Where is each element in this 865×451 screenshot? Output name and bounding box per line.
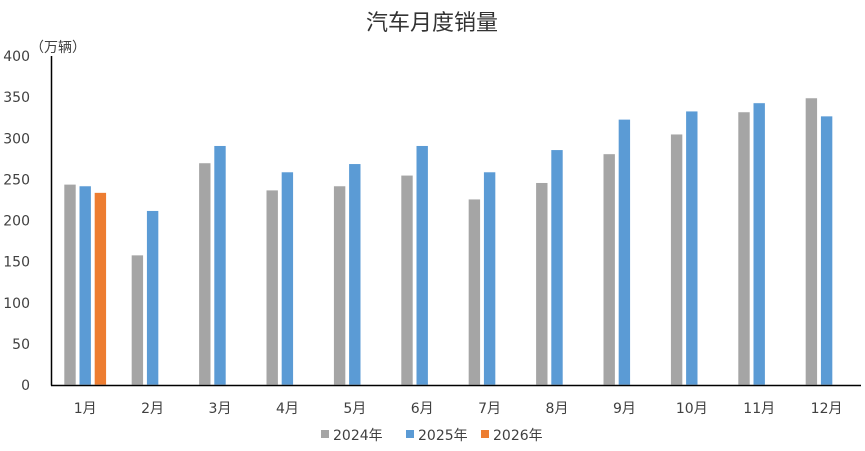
bar-2025年-5月 [348, 163, 362, 386]
y-tick-label: 0 [21, 378, 30, 394]
y-tick-label: 300 [3, 131, 30, 147]
chart-title: 汽车月度销量 [366, 11, 498, 36]
bar-2024年-5月 [333, 185, 346, 386]
bar-2025年-7月 [483, 171, 496, 386]
y-tick-label: 250 [3, 172, 30, 188]
x-tick-label: 3月 [209, 401, 232, 417]
legend-item: 2026年 [481, 428, 543, 444]
bar-2025年-12月 [820, 115, 833, 386]
x-tick-label: 9月 [613, 401, 636, 417]
x-tick-label: 4月 [276, 401, 299, 417]
y-axis-unit-label: （万辆） [30, 40, 86, 56]
bar-2024年-11月 [737, 111, 751, 386]
y-tick-label: 150 [3, 255, 30, 271]
x-tick-label: 8月 [546, 401, 569, 417]
bar-2025年-9月 [618, 119, 631, 386]
x-tick-label: 7月 [478, 401, 501, 417]
bar-2025年-6月 [415, 145, 429, 386]
bar-2024年-4月 [265, 189, 279, 386]
y-tick-label: 50 [12, 337, 30, 353]
legend-swatch [481, 430, 489, 438]
legend-label: 2026年 [493, 428, 543, 444]
bar-2025年-3月 [213, 145, 227, 386]
x-tick-label: 2月 [141, 401, 164, 417]
y-tick-label: 200 [3, 214, 30, 230]
bar-2025年-4月 [281, 171, 294, 386]
bar-2025年-2月 [146, 210, 159, 386]
x-tick-label: 12月 [811, 401, 843, 417]
bar-2024年-7月 [468, 198, 481, 386]
bar-2025年-10月 [685, 110, 699, 386]
bar-2024年-12月 [805, 97, 818, 386]
legend-swatch [406, 430, 414, 438]
x-tick-label: 1月 [74, 401, 97, 417]
legend-label: 2025年 [418, 428, 468, 444]
x-tick-label: 10月 [676, 401, 708, 417]
y-tick-label: 350 [3, 90, 30, 106]
bar-2024年-2月 [131, 254, 144, 386]
y-tick-label: 100 [3, 296, 30, 312]
bar-2025年-11月 [752, 102, 766, 386]
legend-item: 2025年 [406, 428, 468, 444]
legend-item: 2024年 [321, 428, 383, 444]
x-tick-label: 6月 [411, 401, 434, 417]
bar-2024年-10月 [670, 133, 683, 386]
legend-label: 2024年 [333, 428, 383, 444]
bar-2024年-3月 [198, 162, 212, 386]
bar-2024年-6月 [400, 174, 414, 386]
bar-2024年-8月 [535, 182, 549, 386]
x-tick-label: 11月 [743, 401, 775, 417]
bar-2024年-9月 [602, 153, 616, 386]
y-tick-label: 400 [3, 49, 30, 65]
bar-2025年-8月 [550, 149, 564, 386]
bar-2026年-1月 [94, 192, 107, 386]
bar-2024年-1月 [63, 184, 77, 386]
x-tick-label: 5月 [343, 401, 366, 417]
bar-2025年-1月 [78, 185, 92, 386]
legend-swatch [321, 430, 329, 438]
